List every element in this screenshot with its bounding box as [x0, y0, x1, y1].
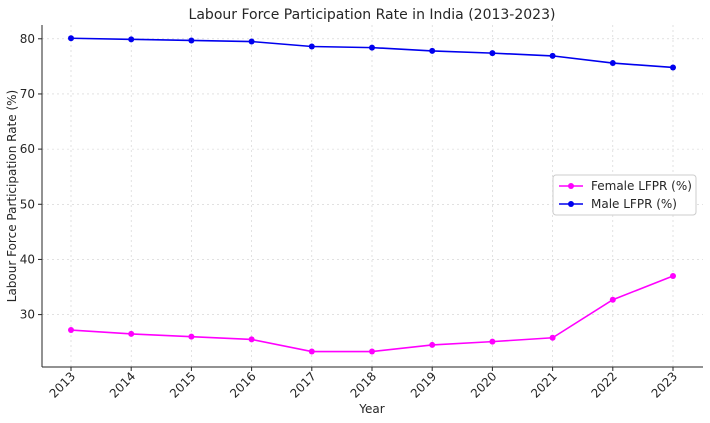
- y-tick-label: 70: [20, 87, 35, 101]
- female-data-point: [369, 348, 375, 355]
- male-series: [68, 35, 676, 71]
- x-tick-label: 2020: [468, 369, 499, 400]
- x-tick-label: 2021: [528, 369, 559, 400]
- female-data-point: [308, 348, 315, 355]
- x-tick-label: 2017: [287, 369, 318, 400]
- male-data-point: [369, 44, 375, 51]
- x-tick-label: 2022: [588, 369, 619, 400]
- x-tick-label: 2016: [227, 369, 258, 400]
- x-tick-label: 2019: [408, 369, 439, 400]
- female-legend-label: Female LFPR (%): [591, 179, 692, 193]
- x-axis-ticks: 2013 2014 2015 2016 2017 2018 2019 2020 2021 2022…: [47, 367, 680, 401]
- male-legend-label: Male LFPR (%): [591, 197, 677, 211]
- female-data-point: [429, 341, 436, 348]
- y-tick-label: 30: [20, 308, 35, 322]
- male-legend-marker: [568, 201, 574, 207]
- male-data-point: [188, 37, 195, 44]
- female-data-point: [248, 336, 255, 343]
- male-data-point: [68, 35, 74, 42]
- x-tick-label: 2014: [107, 369, 138, 400]
- male-data-point: [489, 50, 496, 57]
- female-series: [68, 272, 676, 355]
- female-data-point: [549, 334, 556, 341]
- female-data-point: [68, 327, 74, 334]
- male-series-line: [70, 37, 674, 69]
- x-tick-label: 2023: [649, 369, 680, 400]
- female-data-point: [609, 296, 616, 303]
- female-data-point: [489, 338, 496, 345]
- female-data-point: [188, 333, 195, 340]
- x-tick-label: 2013: [47, 369, 78, 400]
- legend: Female LFPR (%) Male LFPR (%): [552, 174, 697, 216]
- series-group: [68, 35, 676, 355]
- male-data-point: [248, 38, 255, 45]
- female-data-point: [128, 330, 135, 337]
- female-legend-marker: [568, 183, 574, 189]
- y-tick-label: 50: [20, 197, 35, 211]
- male-data-point: [670, 64, 676, 71]
- chart-title: Labour Force Participation Rate in India…: [189, 7, 556, 23]
- y-axis-ticks: 30 40 50 60 70 80: [20, 32, 42, 322]
- x-tick-label: 2015: [167, 369, 198, 400]
- x-tick-label: 2018: [348, 369, 379, 400]
- male-data-point: [429, 47, 436, 54]
- y-axis-label: Labour Force Participation Rate (%): [5, 90, 19, 302]
- male-data-point: [128, 36, 135, 43]
- male-data-point: [609, 60, 616, 67]
- x-axis-label: Year: [358, 402, 384, 416]
- male-data-point: [549, 52, 556, 59]
- y-tick-label: 60: [20, 142, 35, 156]
- male-data-point: [308, 43, 315, 50]
- y-tick-label: 40: [20, 252, 35, 266]
- female-data-point: [670, 272, 676, 279]
- y-tick-label: 80: [20, 32, 35, 46]
- grid: [42, 25, 703, 367]
- legend-box: [552, 174, 697, 216]
